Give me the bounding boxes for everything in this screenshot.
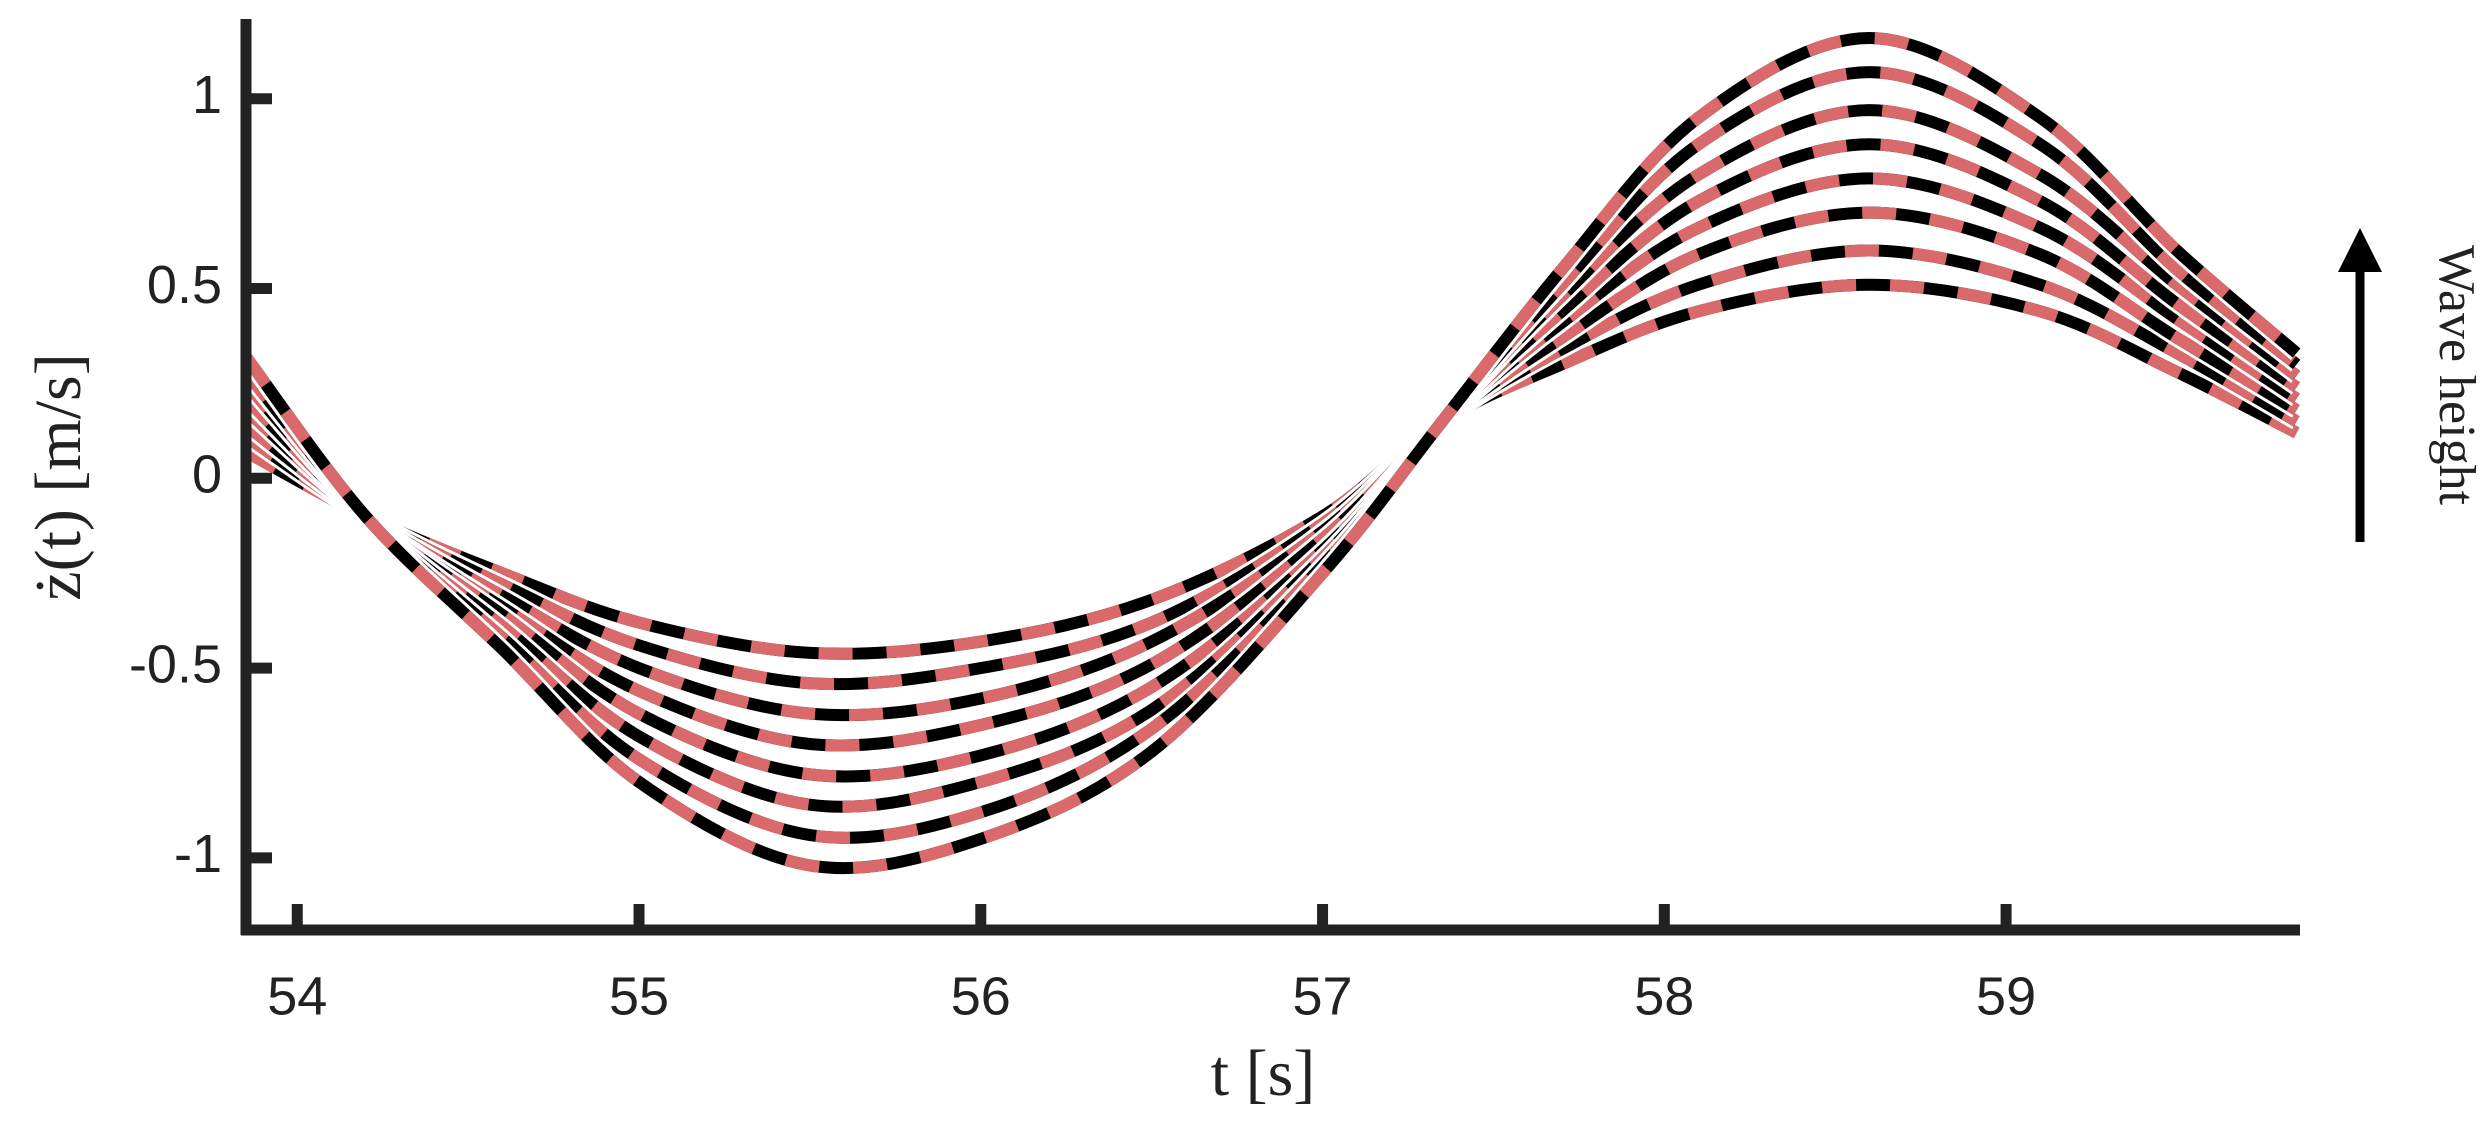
x-axis-label: t [s] (1211, 1037, 1315, 1110)
y-tick-label: 0 (192, 445, 222, 505)
line-dash (242, 172, 2300, 752)
y-tick-label: -0.5 (129, 634, 222, 694)
y-tick-label: -1 (174, 824, 222, 884)
y-tick-label: 0.5 (147, 255, 222, 315)
line-dash (241, 31, 2301, 875)
x-tick-label: 55 (609, 966, 669, 1026)
line-outline (239, 63, 2303, 847)
annotation-arrow (2338, 228, 2382, 542)
plot-area (238, 28, 2303, 878)
series (239, 63, 2303, 847)
x-tick-label: 57 (1293, 966, 1353, 1026)
y-axis-label: ż(t) [m/s] (22, 353, 95, 600)
annotation: Wave height (2428, 245, 2485, 506)
line-dash (241, 66, 2301, 844)
x-tick-label: 56 (951, 966, 1011, 1026)
line (241, 66, 2301, 844)
line (241, 31, 2301, 875)
x-tick-label: 59 (1976, 966, 2036, 1026)
series (238, 28, 2303, 878)
line-outline (238, 28, 2303, 878)
line-dash (243, 278, 2300, 660)
y-tick-label: 1 (192, 65, 222, 125)
x-tick-label: 58 (1634, 966, 1694, 1026)
x-tick-label: 54 (267, 966, 327, 1026)
